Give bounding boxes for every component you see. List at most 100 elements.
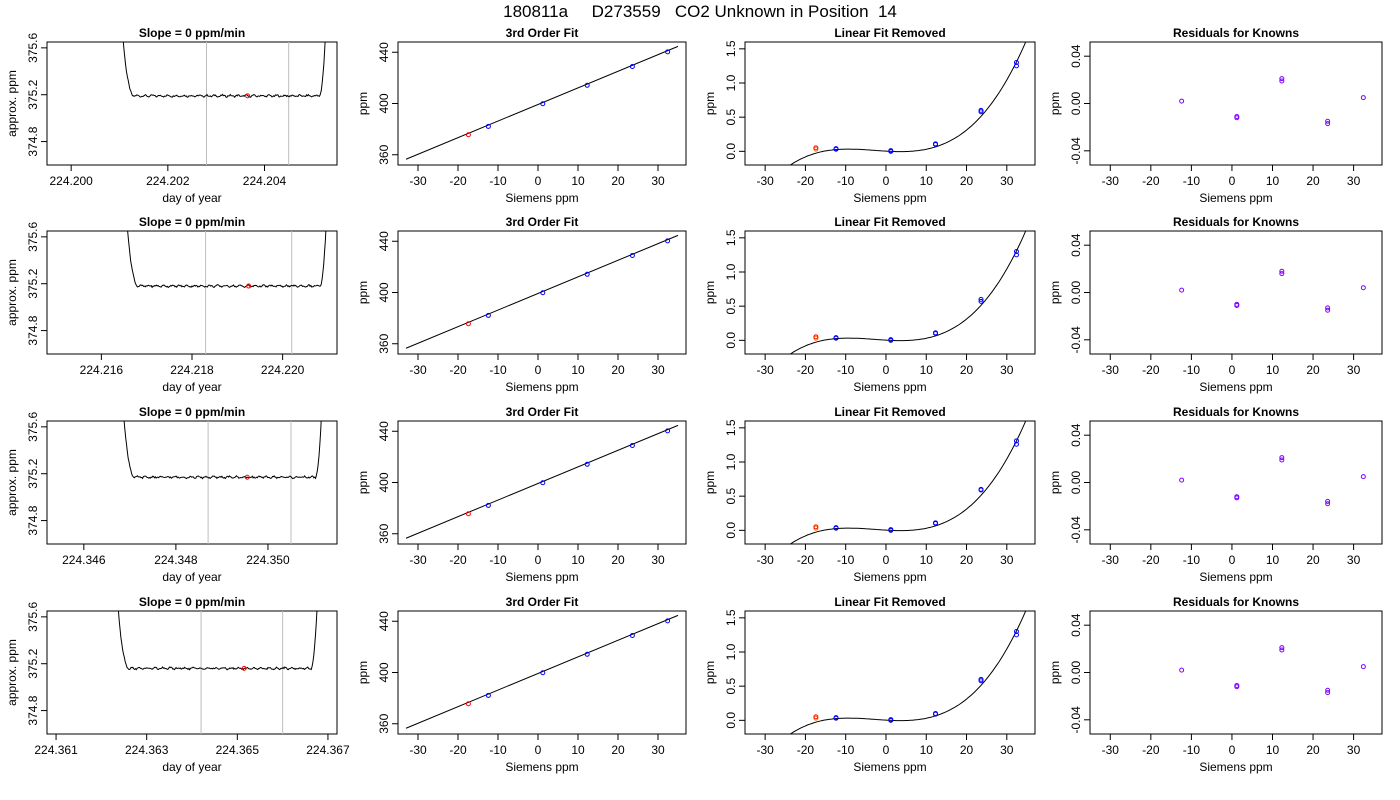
panel-r3-c4: Residuals for Knowns -30 -20 -10 0 10 20 30 -0.0…	[1048, 405, 1383, 584]
x-tick-label: -30	[756, 174, 774, 188]
y-tick-label: 374.8	[26, 126, 40, 156]
x-tick-label: 30	[1347, 174, 1361, 188]
x-tick-label: -20	[449, 363, 467, 377]
x-tick-label: 30	[651, 363, 665, 377]
panel-r4-c1: Slope = 0 ppm/min 224.361 224.363 224.365 22…	[5, 595, 350, 774]
y-tick-label: 1.0	[724, 453, 738, 470]
known-point	[933, 330, 939, 336]
plot-area	[405, 614, 679, 729]
panel-title: Slope = 0 ppm/min	[139, 405, 245, 419]
x-axis-label: Siemens ppm	[1199, 380, 1272, 394]
y-axis-label: ppm	[1048, 661, 1062, 684]
plot-frame	[744, 610, 1036, 735]
y-tick-label: 0.5	[724, 488, 738, 505]
x-tick-label: -30	[409, 363, 427, 377]
known-point	[540, 101, 546, 107]
x-tick-label: -10	[1183, 363, 1201, 377]
x-tick-label: 10	[1266, 174, 1280, 188]
residual-point	[1234, 684, 1240, 690]
x-tick-label: 224.218	[170, 363, 214, 377]
known-point	[1013, 438, 1019, 444]
x-axis-label: day of year	[162, 760, 221, 774]
plot-frame	[744, 230, 1036, 355]
x-tick-label: -10	[489, 363, 507, 377]
y-tick-label: 375.2	[26, 458, 40, 488]
y-axis-label: ppm	[703, 281, 717, 304]
known-point	[933, 711, 939, 716]
plot-frame	[744, 41, 1036, 166]
panel-r3-c3: Linear Fit Removed -30 -20 -10 0 10 20 30 0.0 0.5…	[703, 405, 1036, 584]
x-tick-label: 224.348	[154, 553, 198, 567]
page-title: 180811a D273559 CO2 Unknown in Position …	[503, 2, 897, 21]
x-tick-label: -30	[756, 363, 774, 377]
x-tick-label: -10	[1183, 553, 1201, 567]
y-axis-label: ppm	[1048, 471, 1062, 494]
residual-point	[1279, 455, 1285, 461]
unknown-marker	[246, 283, 252, 289]
x-tick-label: 30	[1000, 743, 1014, 757]
known-point	[833, 146, 839, 152]
known-point	[485, 123, 491, 129]
panel-r3-c2: 3rd Order Fit -30 -20 -10 0 10 20 30 360 400 440 Si…	[356, 405, 687, 584]
plot-frame	[1089, 420, 1383, 545]
panel-r1-c1: Slope = 0 ppm/min 224.200 224.202 224.204 37…	[5, 26, 338, 205]
known-point	[833, 335, 839, 341]
unknown-marker	[245, 93, 251, 99]
known-point	[978, 676, 984, 682]
plot-area	[1179, 645, 1366, 696]
x-tick-label: 30	[1347, 363, 1361, 377]
panel-r2-c3: Linear Fit Removed -30 -20 -10 0 10 20 30 0.0 0.5…	[703, 215, 1036, 394]
y-tick-label: 1.0	[724, 643, 738, 660]
x-tick-label: -10	[1183, 174, 1201, 188]
known-point	[485, 692, 491, 698]
known-point	[584, 651, 590, 657]
y-tick-label: 440	[377, 611, 391, 631]
trace-line	[127, 231, 327, 289]
x-tick-label: -20	[797, 174, 815, 188]
y-tick-label: 375.6	[26, 602, 40, 632]
residual-point	[1234, 303, 1240, 309]
y-tick-label: 400	[377, 93, 391, 113]
x-tick-label: 10	[571, 363, 585, 377]
y-tick-label: 0.0	[724, 712, 738, 729]
residual-point	[1325, 305, 1331, 311]
y-axis-label: ppm	[1048, 92, 1062, 115]
x-tick-label: 20	[960, 363, 974, 377]
unknown-point	[465, 511, 471, 517]
panel-title: Linear Fit Removed	[834, 26, 945, 40]
x-tick-label: -20	[449, 174, 467, 188]
plot-frame	[1089, 610, 1383, 735]
residual-point	[1234, 495, 1240, 501]
x-tick-label: 0	[1229, 174, 1236, 188]
panel-title: Residuals for Knowns	[1173, 215, 1299, 229]
x-tick-label: 0	[535, 553, 542, 567]
x-tick-label: 10	[1266, 553, 1280, 567]
x-tick-label: 10	[920, 743, 934, 757]
x-axis-label: day of year	[162, 380, 221, 394]
y-tick-label: 400	[377, 662, 391, 682]
residual-point	[1325, 498, 1331, 504]
panel-r2-c4: Residuals for Knowns -30 -20 -10 0 10 20 30 -0.0…	[1048, 215, 1383, 394]
y-axis-label: ppm	[356, 471, 370, 494]
x-tick-label: 224.361	[34, 743, 78, 757]
y-tick-label: -0.04	[1069, 706, 1083, 734]
known-point	[584, 461, 590, 467]
y-axis-label: approx. ppm	[5, 70, 19, 137]
unknown-point	[813, 145, 819, 151]
known-point	[1013, 63, 1019, 69]
residual-point	[1234, 115, 1240, 121]
plot-area	[122, 42, 326, 165]
panel-r2-c2: 3rd Order Fit -30 -20 -10 0 10 20 30 360 400 440 Si…	[356, 215, 687, 394]
plot-area	[1179, 268, 1366, 313]
known-point	[584, 271, 590, 277]
y-tick-label: 1.0	[724, 263, 738, 280]
x-tick-label: 224.216	[80, 363, 124, 377]
x-tick-label: -20	[449, 743, 467, 757]
panel-title: Linear Fit Removed	[834, 215, 945, 229]
x-tick-label: 224.365	[216, 743, 260, 757]
x-tick-label: 20	[1306, 174, 1320, 188]
y-tick-label: 440	[377, 42, 391, 62]
residual-point	[1325, 307, 1331, 313]
panel-r1-c2: 3rd Order Fit -30 -20 -10 0 10 20 30 360 400 440 Si…	[356, 26, 687, 205]
x-tick-label: -20	[449, 553, 467, 567]
